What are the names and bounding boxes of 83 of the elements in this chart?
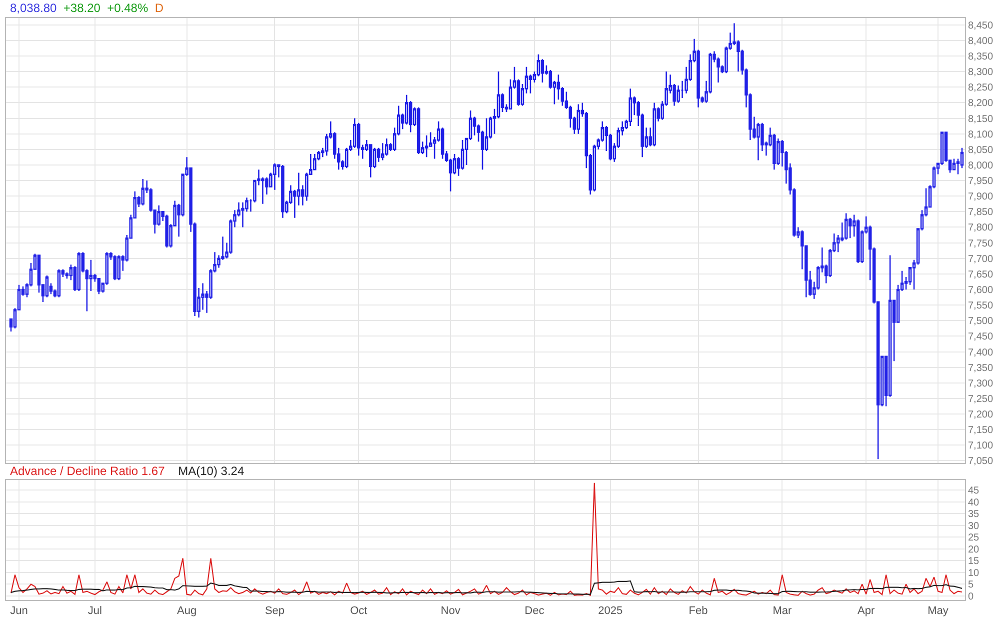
x-tick-label: Jul	[88, 605, 102, 618]
y-tick-label: 5	[968, 580, 974, 591]
y-tick-label: 8,250	[968, 82, 994, 94]
y-tick-label: 8,350	[968, 51, 994, 62]
candlestick	[380, 142, 384, 161]
y-tick-label: 7,150	[968, 425, 994, 436]
y-tick-label: 30	[968, 520, 980, 532]
y-tick-label: 8,150	[968, 114, 994, 125]
y-tick-label: 8,450	[968, 20, 994, 32]
y-tick-label: 7,050	[968, 456, 994, 468]
candlestick	[776, 138, 780, 166]
candlestick	[368, 144, 372, 178]
y-tick-label: 7,600	[968, 285, 994, 296]
line-series	[10, 482, 963, 596]
candlestick	[576, 104, 580, 134]
candlestick	[856, 218, 860, 264]
candlestick	[281, 164, 284, 219]
y-tick-label: 7,300	[968, 378, 994, 390]
candlestick	[77, 251, 81, 292]
x-tick-label: Oct	[350, 605, 368, 618]
y-tick-label: 7,200	[968, 410, 994, 421]
candlestick	[273, 162, 276, 191]
y-tick-label: 7,700	[968, 254, 994, 265]
candlestick	[652, 102, 656, 147]
candlestick	[676, 84, 680, 104]
y-tick-label: 40	[968, 497, 980, 508]
y-tick-label: 8,400	[968, 36, 994, 47]
x-tick-label: Nov	[440, 605, 461, 618]
x-tick-label: 2025	[598, 605, 623, 618]
y-tick-label: 7,800	[968, 222, 994, 234]
line-series	[10, 580, 963, 595]
candlestick	[540, 58, 544, 84]
x-tick-label: Feb	[688, 605, 708, 618]
candlestick	[628, 88, 632, 127]
chart-title: 8,038.80 +38.20 +0.48% D	[10, 1, 164, 15]
y-tick-label: 25	[968, 532, 980, 544]
y-tick-label: 35	[968, 509, 980, 520]
x-tick-label: Mar	[772, 605, 792, 618]
y-tick-label: 45	[968, 486, 980, 496]
y-tick-label: 7,950	[968, 176, 994, 188]
y-tick-label: 0	[968, 592, 974, 602]
y-tick-label: 7,400	[968, 347, 994, 358]
y-tick-label: 7,900	[968, 192, 994, 203]
candlestick	[165, 214, 168, 248]
y-tick-label: 7,350	[968, 362, 994, 374]
candlestick	[844, 212, 848, 240]
candlestick	[113, 254, 117, 281]
candlestick	[952, 158, 956, 170]
y-tick-label: 10	[968, 568, 980, 579]
candlestick	[141, 178, 144, 206]
y-tick-label: 7,250	[968, 394, 994, 405]
candlestick	[57, 268, 61, 298]
candlestick	[848, 217, 852, 239]
y-tick-label: 8,050	[968, 144, 994, 156]
text: MA(10) 3.24	[178, 464, 244, 478]
y-tick-label: 7,500	[968, 316, 994, 328]
x-tick-label: Jun	[10, 605, 28, 618]
y-tick-label: 7,650	[968, 269, 994, 280]
x-tick-label: May	[928, 605, 949, 618]
y-tick-label: 8,200	[968, 98, 994, 110]
text: Advance / Decline Ratio 1.67	[10, 464, 166, 478]
candlestick	[384, 138, 388, 156]
y-tick-label: 7,850	[968, 207, 994, 218]
y-tick-label: 7,450	[968, 332, 994, 343]
x-tick-label: Dec	[524, 605, 545, 618]
candlestick	[45, 274, 49, 298]
y-tick-label: 20	[968, 544, 980, 556]
y-tick-label: 7,750	[968, 238, 994, 250]
x-tick-label: Apr	[858, 605, 875, 618]
y-tick-label: 7,550	[968, 300, 994, 312]
candlestick	[424, 134, 428, 158]
candlestick	[357, 122, 360, 156]
x-tick-label: Aug	[177, 605, 197, 618]
y-tick-label: 15	[968, 556, 980, 568]
y-tick-label: 8,000	[968, 160, 994, 172]
y-tick-label: 8,300	[968, 67, 994, 78]
candlestick	[241, 202, 244, 228]
y-tick-label: 8,100	[968, 129, 994, 140]
candlestick	[97, 278, 101, 295]
candlestick	[416, 106, 420, 155]
x-tick-label: Sep	[264, 605, 285, 618]
y-tick-label: 7,100	[968, 440, 994, 452]
candlestick	[117, 254, 121, 281]
